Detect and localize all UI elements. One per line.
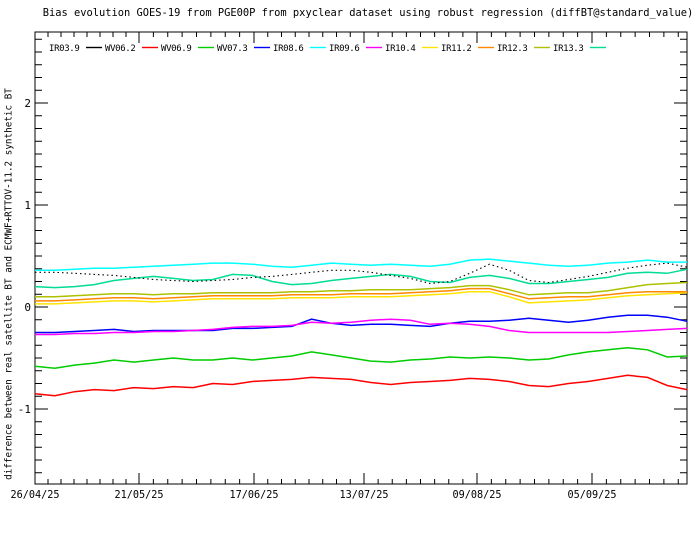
series-line-WV06.9 [34, 347, 688, 369]
y-tick-label: -1 [18, 403, 31, 416]
legend-label-WV06.9: WV06.9 [161, 44, 191, 54]
series-lines [34, 258, 688, 397]
legend-label-IR09.6: IR09.6 [329, 44, 359, 54]
x-tick-label: 21/05/25 [114, 490, 163, 501]
chart-title: Bias evolution GOES-19 from PGE00P from … [42, 7, 694, 19]
series-line-WV06.2 [34, 374, 688, 397]
y-tick-label: 2 [24, 97, 31, 110]
series-line-IR09.6 [35, 318, 688, 336]
x-tick-label: 26/04/25 [10, 490, 59, 501]
series-line-IR10.4 [35, 290, 688, 305]
y-tick-label: 0 [24, 301, 31, 314]
x-tick-label: 13/07/25 [339, 490, 388, 501]
legend-label-WV07.3: WV07.3 [217, 44, 247, 54]
legend-label-IR08.6: IR08.6 [273, 44, 303, 54]
plot-border [34, 31, 688, 485]
x-tick-labels: 26/04/25 21/05/25 17/06/25 13/07/25 09/08/25… [10, 490, 616, 501]
series-line-IR13.3 [34, 268, 688, 289]
series-line-WV07.3 [35, 314, 688, 334]
series-line-IR08.6 [35, 258, 687, 272]
legend-label-IR10.4: IR10.4 [385, 44, 415, 54]
x-tick-label: 09/08/25 [452, 490, 501, 501]
legend-label-IR13.3: IR13.3 [553, 44, 583, 54]
y-tick-labels: -1 0 1 2 [18, 97, 31, 416]
y-axis-ticks [35, 38, 687, 474]
legend-label-IR12.3: IR12.3 [497, 44, 527, 54]
y-tick-label: 1 [24, 199, 31, 212]
y-axis-label: difference between real satellite BT and… [3, 88, 15, 480]
series-line-IR03.9 [35, 262, 688, 285]
legend-label-WV06.2: WV06.2 [105, 44, 135, 54]
series-line-IR11.2 [35, 287, 687, 302]
x-tick-label: 05/09/25 [567, 490, 616, 501]
series-line-IR12.3 [35, 281, 688, 298]
x-tick-label: 17/06/25 [229, 490, 278, 501]
legend-label-IR03.9: IR03.9 [49, 44, 79, 54]
legend: IR03.9 WV06.2 WV06.9 WV07.3 IR08.6 IR09.6 IR10… [49, 44, 606, 54]
legend-label-IR11.2: IR11.2 [441, 44, 471, 54]
x-axis-ticks [34, 32, 679, 484]
